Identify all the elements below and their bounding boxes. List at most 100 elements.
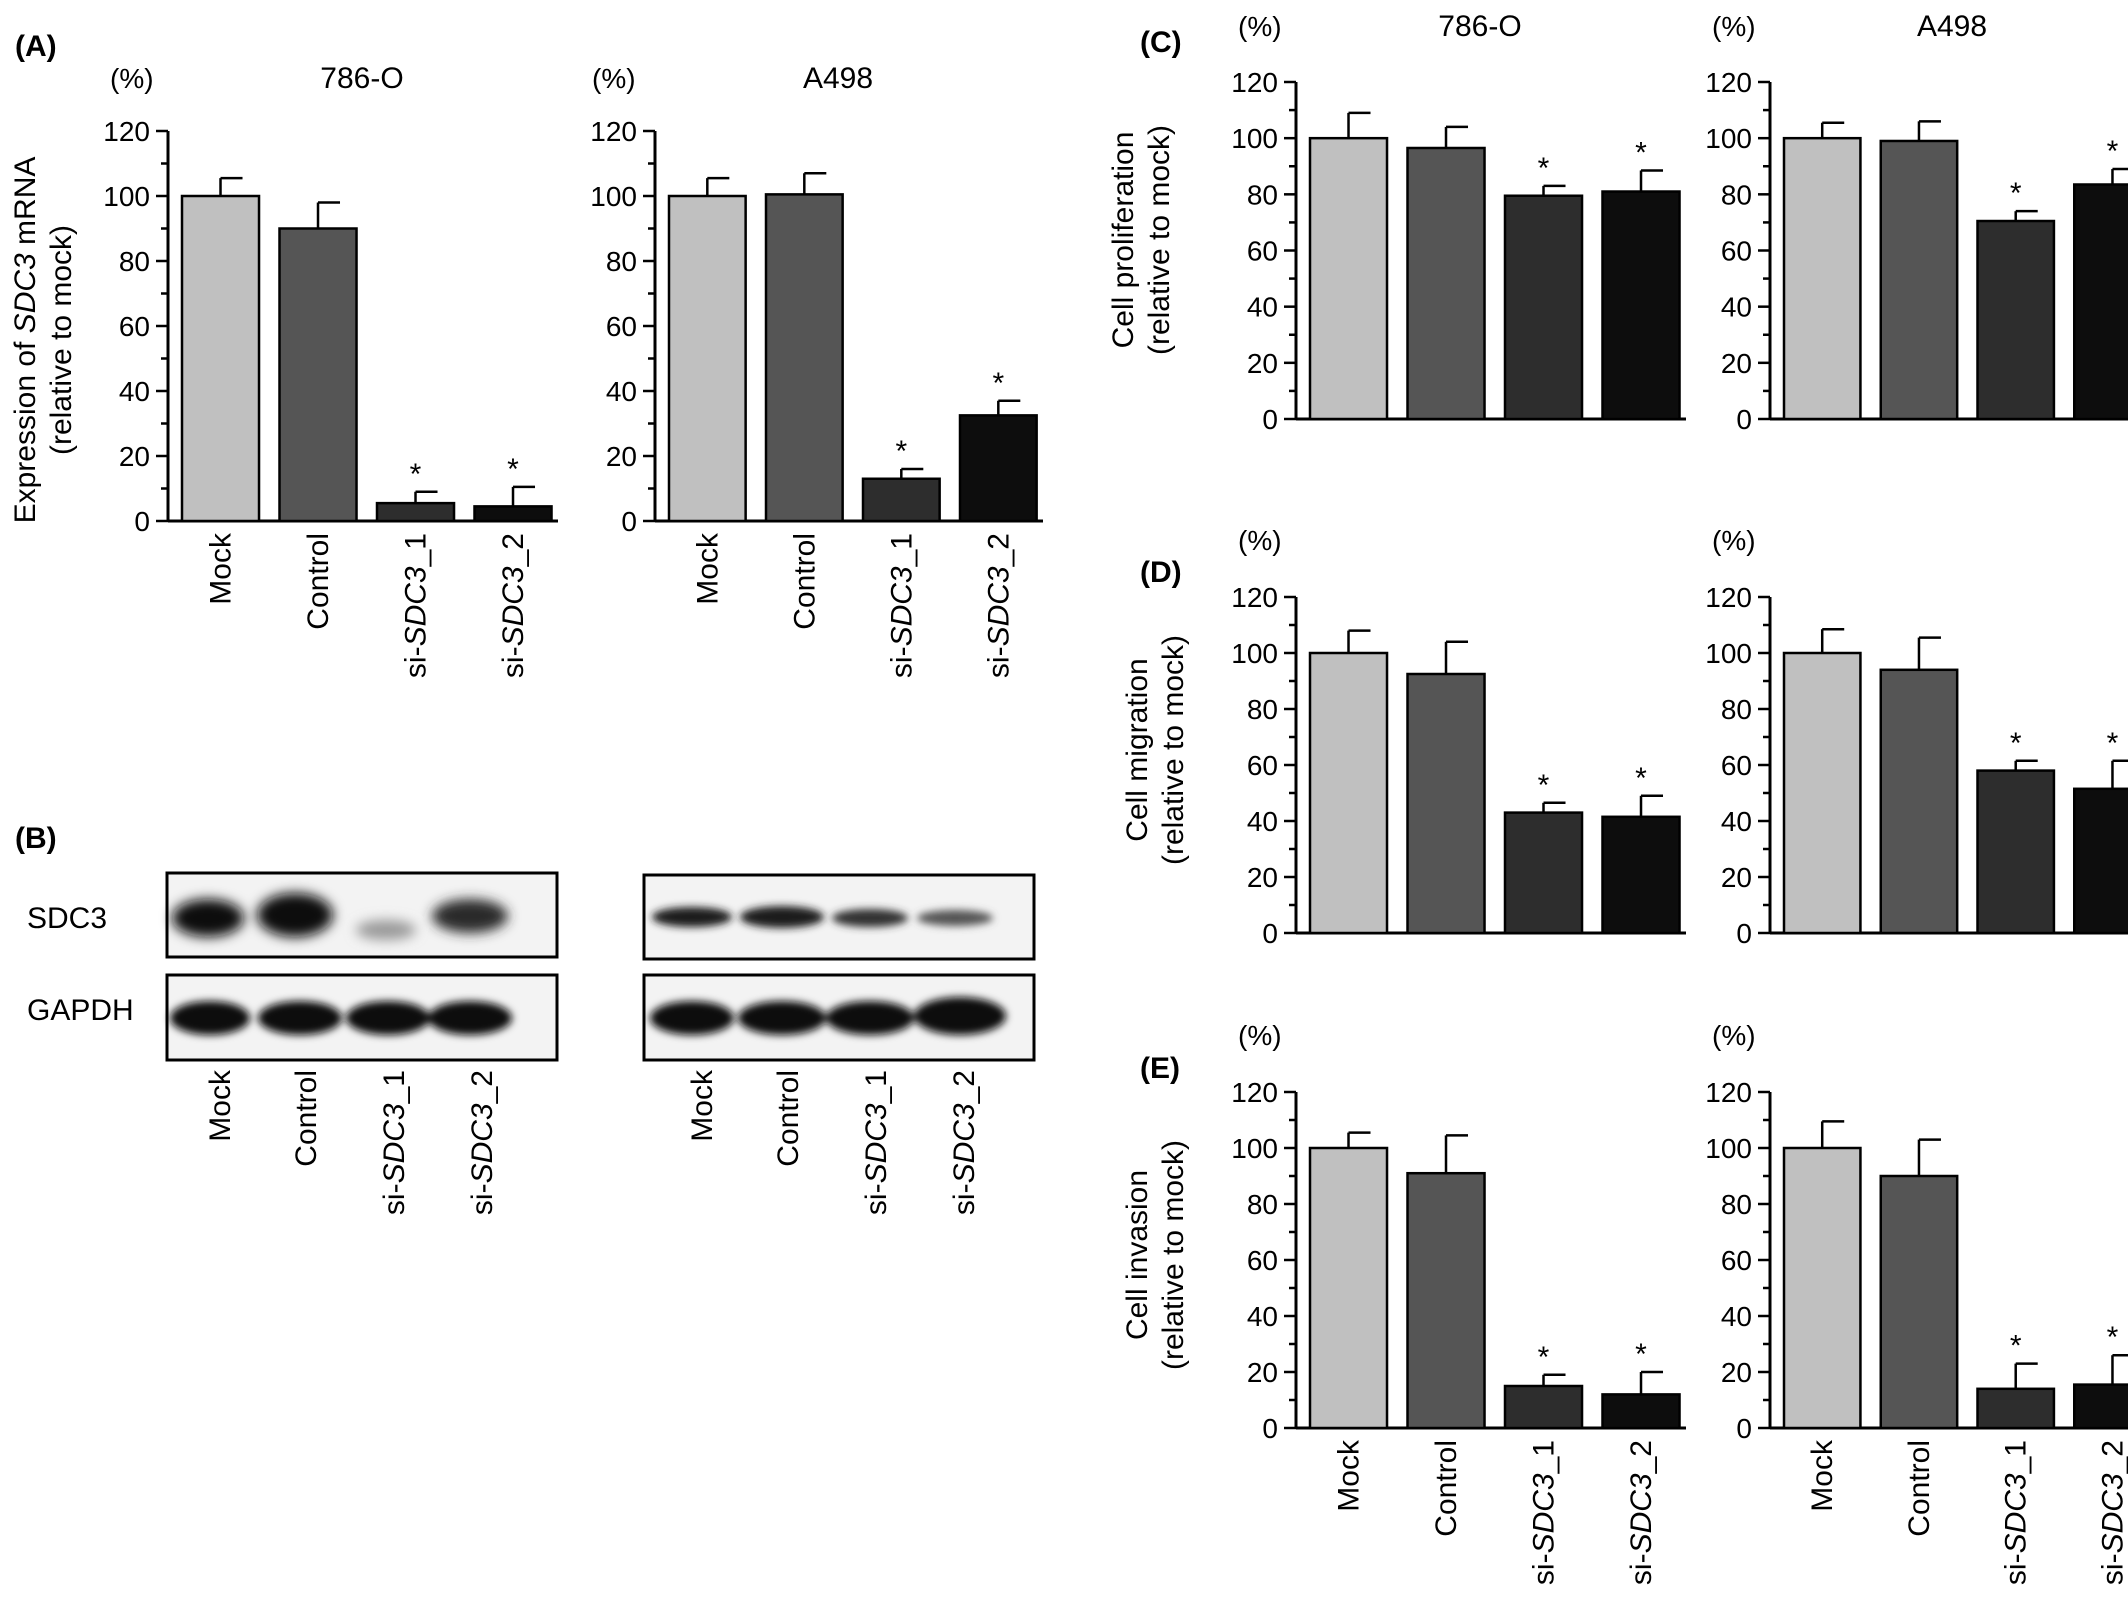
y-tick-label: 100 [103,181,150,212]
bar [1601,1393,1681,1430]
band-786o-sdc3-control [257,893,333,937]
y-unit-label: (%) [110,63,154,94]
x-category-label: si-SDC3_2 [497,533,530,678]
significance-star: * [1635,762,1647,795]
wb-lane-label: si-SDC3_2 [948,1070,981,1215]
y-tick-label: 100 [1705,1133,1752,1164]
bar [2073,1383,2128,1430]
bar [764,193,844,523]
band-a498-gapdh-mock [650,1001,734,1035]
y-tick-label: 40 [1247,1301,1278,1332]
y-tick-label: 40 [606,376,637,407]
significance-star: * [1538,152,1550,185]
significance-star: * [992,367,1004,400]
wb-lane-label: si-SDC3_1 [378,1070,411,1215]
bar [1308,651,1389,935]
band-a498-sdc3-control [740,906,824,928]
bar [1406,146,1486,421]
y-tick-label: 20 [1721,862,1752,893]
band-786o-gapdh-si1 [346,1001,430,1035]
bar [1976,769,2056,935]
x-category-label: si-SDC3_1 [400,533,433,678]
y-unit-label: (%) [1238,11,1282,42]
chart-e-left: 0 20 40 60 80 100 120 (%) Mock Control * si-SDC3_1 *… [1231,1020,1686,1585]
blot-a498-sdc3 [642,873,1036,961]
y-tick-label: 0 [1736,404,1752,435]
significance-star: * [2107,1321,2119,1354]
y-tick-label: 120 [1231,582,1278,613]
x-category-label: si-SDC3_1 [885,533,918,678]
panel-a-ylabel-pre: Expression of [9,333,42,523]
panel-label-a: (A) [15,30,57,63]
significance-star: * [1635,136,1647,169]
x-category-label: si-SDC3_2 [1625,1440,1658,1585]
panel-c-y-axis-subtitle: (relative to mock) [1143,125,1176,355]
significance-star: * [2107,135,2119,168]
band-786o-gapdh-control [258,1001,342,1035]
panel-label-b: (B) [15,822,57,855]
band-a498-gapdh-si2 [914,997,1006,1035]
panel-e-y-axis-subtitle: (relative to mock) [1157,1140,1190,1370]
y-tick-label: 120 [1231,67,1278,98]
band-a498-sdc3-si1 [832,909,908,927]
panel-label-c: (C) [1140,26,1182,59]
chart-d-right: 0 20 40 60 80 100 120 (%) * * [1705,525,2128,949]
chart-title: 786-O [320,62,403,95]
y-tick-label: 80 [1247,179,1278,210]
bar [180,194,261,523]
y-tick-label: 100 [1705,123,1752,154]
bar [1782,136,1862,421]
y-tick-label: 60 [119,311,150,342]
y-tick-label: 100 [590,181,637,212]
y-tick-label: 100 [1231,638,1278,669]
x-category-label: Mock [1806,1439,1839,1512]
chart-a-left: 0 20 40 60 80 100 120 (%) 786-O Mock Control * si-SD… [103,62,558,678]
y-tick-label: 60 [606,311,637,342]
chart-title: 786-O [1438,10,1521,43]
band-a498-sdc3-si2 [917,910,993,926]
blot-786o-sdc3 [165,871,559,959]
bar [1601,190,1681,421]
x-category-label: Control [302,533,335,630]
band-786o-sdc3-si1 [356,920,416,940]
blot-a498-gapdh [642,973,1036,1062]
x-category-label: Mock [691,532,724,605]
y-tick-label: 80 [1247,694,1278,725]
y-tick-label: 80 [606,246,637,277]
chart-e-right: 0 20 40 60 80 100 120 (%) Mock Control * si-SDC3_1 *… [1705,1020,2128,1585]
y-unit-label: (%) [592,63,636,94]
y-tick-label: 80 [119,246,150,277]
western-blot: SDC3 GAPDH [27,871,1036,1062]
wb-lane-label: Mock [204,1069,237,1142]
y-tick-label: 40 [1721,806,1752,837]
bar [1782,651,1862,935]
significance-star: * [2010,1330,2022,1363]
panel-a-y-axis-subtitle: (relative to mock) [45,225,78,455]
x-category-label: Control [1903,1440,1936,1537]
bar-charts: 0 20 40 60 80 100 120 (%) 786-O Mock Control * si-SD… [103,10,2128,1585]
y-tick-label: 100 [1705,638,1752,669]
y-tick-label: 40 [1721,292,1752,323]
bar [2073,787,2128,935]
significance-star: * [1538,769,1550,802]
y-tick-label: 80 [1721,179,1752,210]
band-786o-gapdh-mock [170,1001,250,1035]
wb-lane-labels-786o: Mock Control si-SDC3_1 si-SDC3_2 [204,1069,499,1215]
y-tick-label: 120 [103,116,150,147]
bar [958,414,1038,523]
y-unit-label: (%) [1238,525,1282,556]
panel-d-y-axis-subtitle: (relative to mock) [1157,635,1190,865]
y-tick-label: 40 [1247,806,1278,837]
wb-band-label-gapdh: GAPDH [27,994,134,1027]
significance-star: * [2010,727,2022,760]
bar [1879,668,1959,935]
y-tick-label: 60 [1721,236,1752,267]
y-tick-label: 120 [1705,67,1752,98]
y-tick-label: 120 [1705,1077,1752,1108]
y-tick-label: 0 [1262,404,1278,435]
y-tick-label: 0 [134,506,150,537]
panel-a-y-axis-title: Expression of SDC3 mRNA [9,157,42,524]
y-tick-label: 100 [1231,1133,1278,1164]
wb-lane-labels-a498: Mock Control si-SDC3_1 si-SDC3_2 [686,1069,981,1215]
